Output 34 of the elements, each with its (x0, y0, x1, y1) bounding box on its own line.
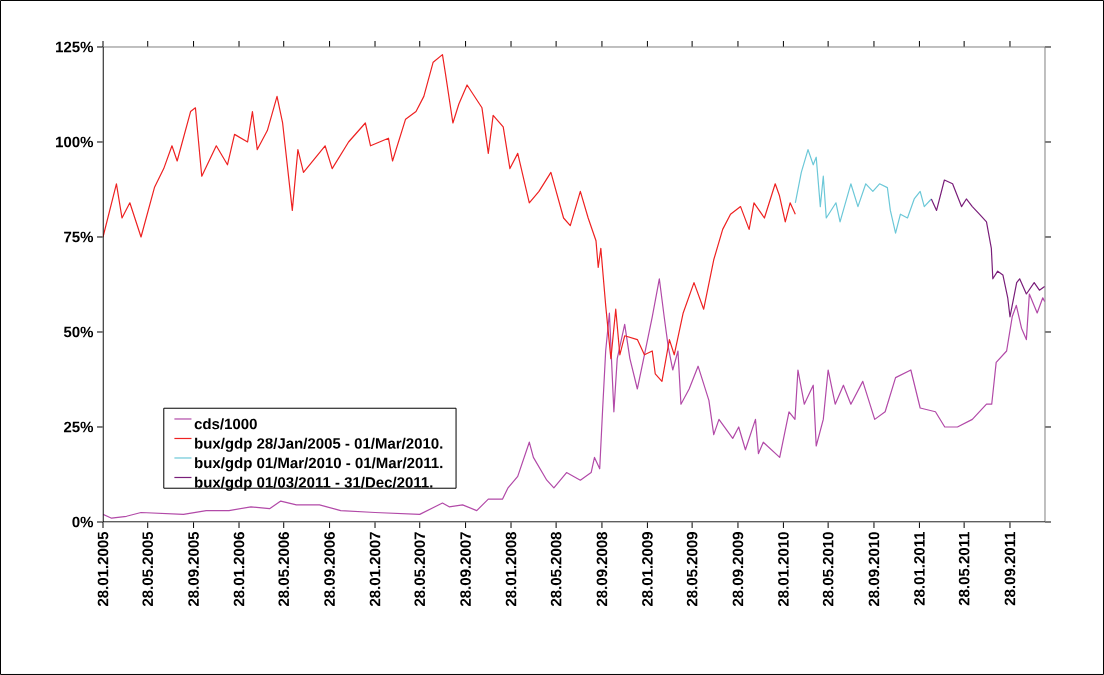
legend-label: bux/gdp 01/Mar/2010 - 01/Mar/2011. (195, 457, 443, 472)
y-tick-label: 100% (56, 136, 94, 148)
x-tick-label: 28.05.2011 (958, 531, 970, 606)
y-tick-label: 75% (64, 231, 94, 243)
legend-label: bux/gdp 28/Jan/2005 - 01/Mar/2010. (195, 437, 443, 452)
x-tick-label: 28.01.2005 (97, 531, 109, 607)
x-tick-label: 28.01.2007 (369, 532, 381, 607)
legend-label: bux/gdp 01/03/2011 - 31/Dec/2011. (195, 476, 433, 491)
x-tick-label: 28.01.2011 (914, 531, 925, 606)
line-series (794, 148, 932, 234)
x-tick-label: 28.09.2007 (460, 532, 471, 607)
y-tick-label: 125% (56, 41, 94, 53)
x-tick-label: 28.01.2006 (233, 532, 245, 607)
x-tick-label: 28.01.2008 (505, 532, 517, 607)
x-tick-label: 28.05.2007 (414, 532, 426, 607)
x-tick-label: 28.09.2010 (868, 532, 880, 607)
x-tick-label: 28.05.2005 (142, 531, 154, 607)
x-tick-label: 28.09.2005 (188, 531, 199, 607)
x-tick-label: 28.09.2006 (324, 532, 335, 607)
x-tick-label: 28.05.2006 (278, 532, 290, 607)
line-series (103, 53, 796, 382)
legend-label: cds/1000 (194, 418, 257, 430)
y-tick-label: 50% (63, 326, 94, 338)
y-tick-label: 25% (63, 421, 94, 433)
line-series (930, 179, 1045, 318)
x-tick-label: 28.01.2009 (642, 532, 653, 607)
x-tick-label: 28.05.2010 (822, 532, 834, 607)
y-tick-label: 0% (72, 516, 94, 528)
x-tick-label: 28.01.2010 (778, 532, 789, 607)
x-tick-label: 28.05.2008 (550, 532, 562, 607)
x-tick-label: 28.05.2009 (686, 532, 698, 607)
x-tick-label: 28.09.2011 (1004, 531, 1016, 606)
x-tick-label: 28.09.2008 (596, 532, 608, 607)
x-tick-label: 28.09.2009 (732, 532, 744, 607)
